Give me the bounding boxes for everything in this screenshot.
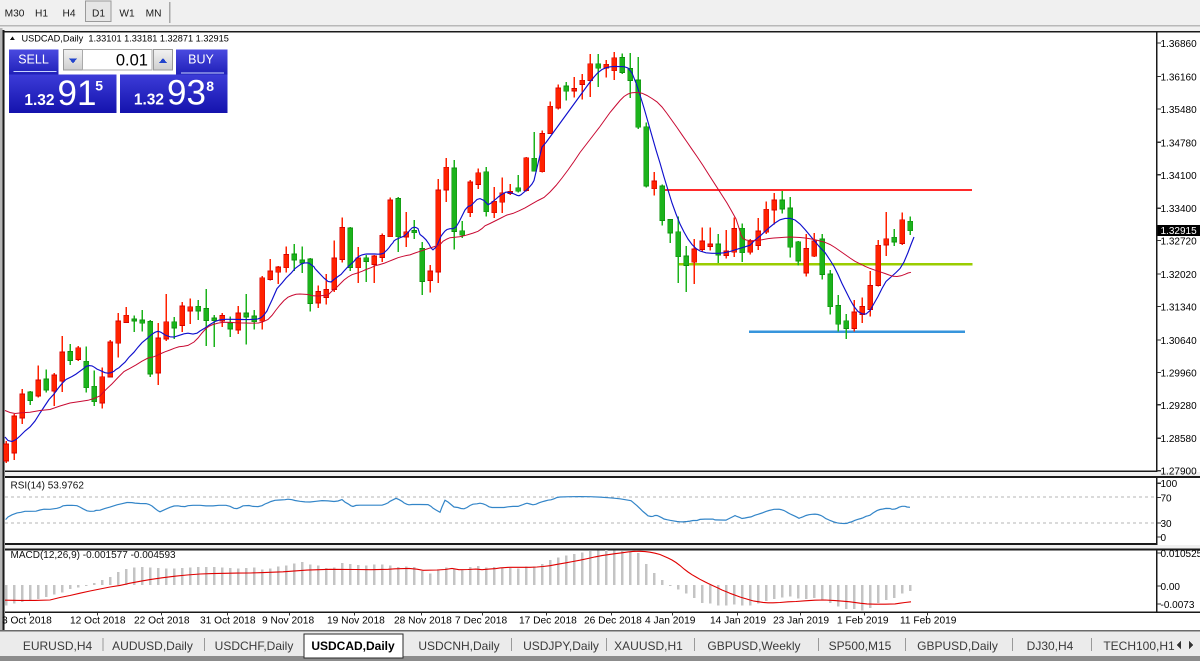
- svg-text:0.01: 0.01: [116, 52, 148, 70]
- svg-text:3 Oct 2018: 3 Oct 2018: [2, 616, 52, 627]
- svg-text:8: 8: [206, 78, 214, 94]
- svg-text:1.30640: 1.30640: [1161, 336, 1198, 347]
- svg-text:SELL: SELL: [18, 53, 49, 67]
- svg-text:XAUUSD,H1: XAUUSD,H1: [614, 639, 683, 653]
- svg-text:1.31340: 1.31340: [1161, 303, 1198, 314]
- svg-text:W1: W1: [119, 9, 135, 20]
- svg-text:-0.0073: -0.0073: [1161, 600, 1195, 611]
- svg-text:1.34100: 1.34100: [1161, 171, 1198, 182]
- svg-text:7 Dec 2018: 7 Dec 2018: [455, 616, 507, 627]
- svg-text:1.36160: 1.36160: [1161, 72, 1198, 83]
- svg-text:19 Nov 2018: 19 Nov 2018: [327, 616, 385, 627]
- svg-text:MN: MN: [146, 9, 162, 20]
- svg-text:91: 91: [58, 74, 97, 113]
- svg-text:1.32: 1.32: [134, 92, 164, 109]
- svg-text:26 Dec 2018: 26 Dec 2018: [584, 616, 642, 627]
- svg-text:93: 93: [167, 74, 206, 113]
- svg-text:23 Jan 2019: 23 Jan 2019: [773, 616, 829, 627]
- svg-text:30: 30: [1161, 519, 1173, 530]
- svg-text:4 Jan 2019: 4 Jan 2019: [645, 616, 696, 627]
- svg-text:DJ30,H4: DJ30,H4: [1027, 639, 1074, 653]
- svg-text:D1: D1: [92, 9, 105, 20]
- svg-text:11 Feb 2019: 11 Feb 2019: [900, 616, 957, 627]
- svg-text:1.29280: 1.29280: [1161, 401, 1198, 412]
- svg-text:28 Nov 2018: 28 Nov 2018: [394, 616, 452, 627]
- svg-text:1.28580: 1.28580: [1161, 434, 1198, 445]
- svg-text:14 Jan 2019: 14 Jan 2019: [710, 616, 766, 627]
- svg-text:70: 70: [1161, 494, 1173, 505]
- svg-text:TECH100,H1: TECH100,H1: [1103, 639, 1175, 653]
- svg-text:H4: H4: [62, 9, 75, 20]
- svg-text:12 Oct 2018: 12 Oct 2018: [70, 616, 126, 627]
- svg-text:1.35480: 1.35480: [1161, 105, 1198, 116]
- svg-text:1.32020: 1.32020: [1161, 270, 1198, 281]
- svg-text:USDCHF,Daily: USDCHF,Daily: [215, 639, 294, 653]
- svg-text:1.32: 1.32: [24, 92, 54, 109]
- svg-text:GBPUSD,Weekly: GBPUSD,Weekly: [707, 639, 800, 653]
- svg-text:17 Dec 2018: 17 Dec 2018: [519, 616, 577, 627]
- svg-text:SP500,M15: SP500,M15: [829, 639, 892, 653]
- svg-text:0.00: 0.00: [1161, 582, 1181, 593]
- svg-text:H1: H1: [35, 9, 48, 20]
- svg-text:31 Oct 2018: 31 Oct 2018: [200, 616, 256, 627]
- svg-text:1.34780: 1.34780: [1161, 138, 1198, 149]
- svg-text:0.010525: 0.010525: [1161, 549, 1200, 560]
- svg-text:BUY: BUY: [188, 53, 214, 67]
- svg-text:1 Feb 2019: 1 Feb 2019: [837, 616, 889, 627]
- svg-text:1.27900: 1.27900: [1161, 467, 1198, 478]
- svg-text:M30: M30: [5, 9, 25, 20]
- svg-text:100: 100: [1161, 479, 1178, 490]
- svg-text:0: 0: [1161, 533, 1167, 544]
- svg-text:EURUSD,H4: EURUSD,H4: [23, 639, 93, 653]
- svg-text:1.36860: 1.36860: [1161, 39, 1198, 50]
- svg-text:MACD(12,26,9) -0.001577 -0.004: MACD(12,26,9) -0.001577 -0.004593: [11, 550, 177, 561]
- svg-text:1.29960: 1.29960: [1161, 368, 1198, 379]
- svg-text:22 Oct 2018: 22 Oct 2018: [134, 616, 190, 627]
- svg-text:USDCAD,Daily: USDCAD,Daily: [311, 639, 395, 653]
- svg-text:1.33400: 1.33400: [1161, 204, 1198, 215]
- svg-text:RSI(14) 53.9762: RSI(14) 53.9762: [11, 481, 85, 492]
- svg-text:5: 5: [95, 78, 103, 94]
- svg-text:GBPUSD,Daily: GBPUSD,Daily: [917, 639, 998, 653]
- svg-text:9 Nov 2018: 9 Nov 2018: [262, 616, 314, 627]
- svg-text:USDJPY,Daily: USDJPY,Daily: [523, 639, 599, 653]
- svg-text:USDCAD,Daily 1.33101 1.33181: USDCAD,Daily 1.33101 1.33181 1.32871 1.3…: [22, 33, 229, 43]
- svg-text:1.32720: 1.32720: [1161, 237, 1198, 248]
- svg-text:1.32915: 1.32915: [1161, 226, 1198, 237]
- svg-text:AUDUSD,Daily: AUDUSD,Daily: [112, 639, 193, 653]
- svg-text:USDCNH,Daily: USDCNH,Daily: [418, 639, 499, 653]
